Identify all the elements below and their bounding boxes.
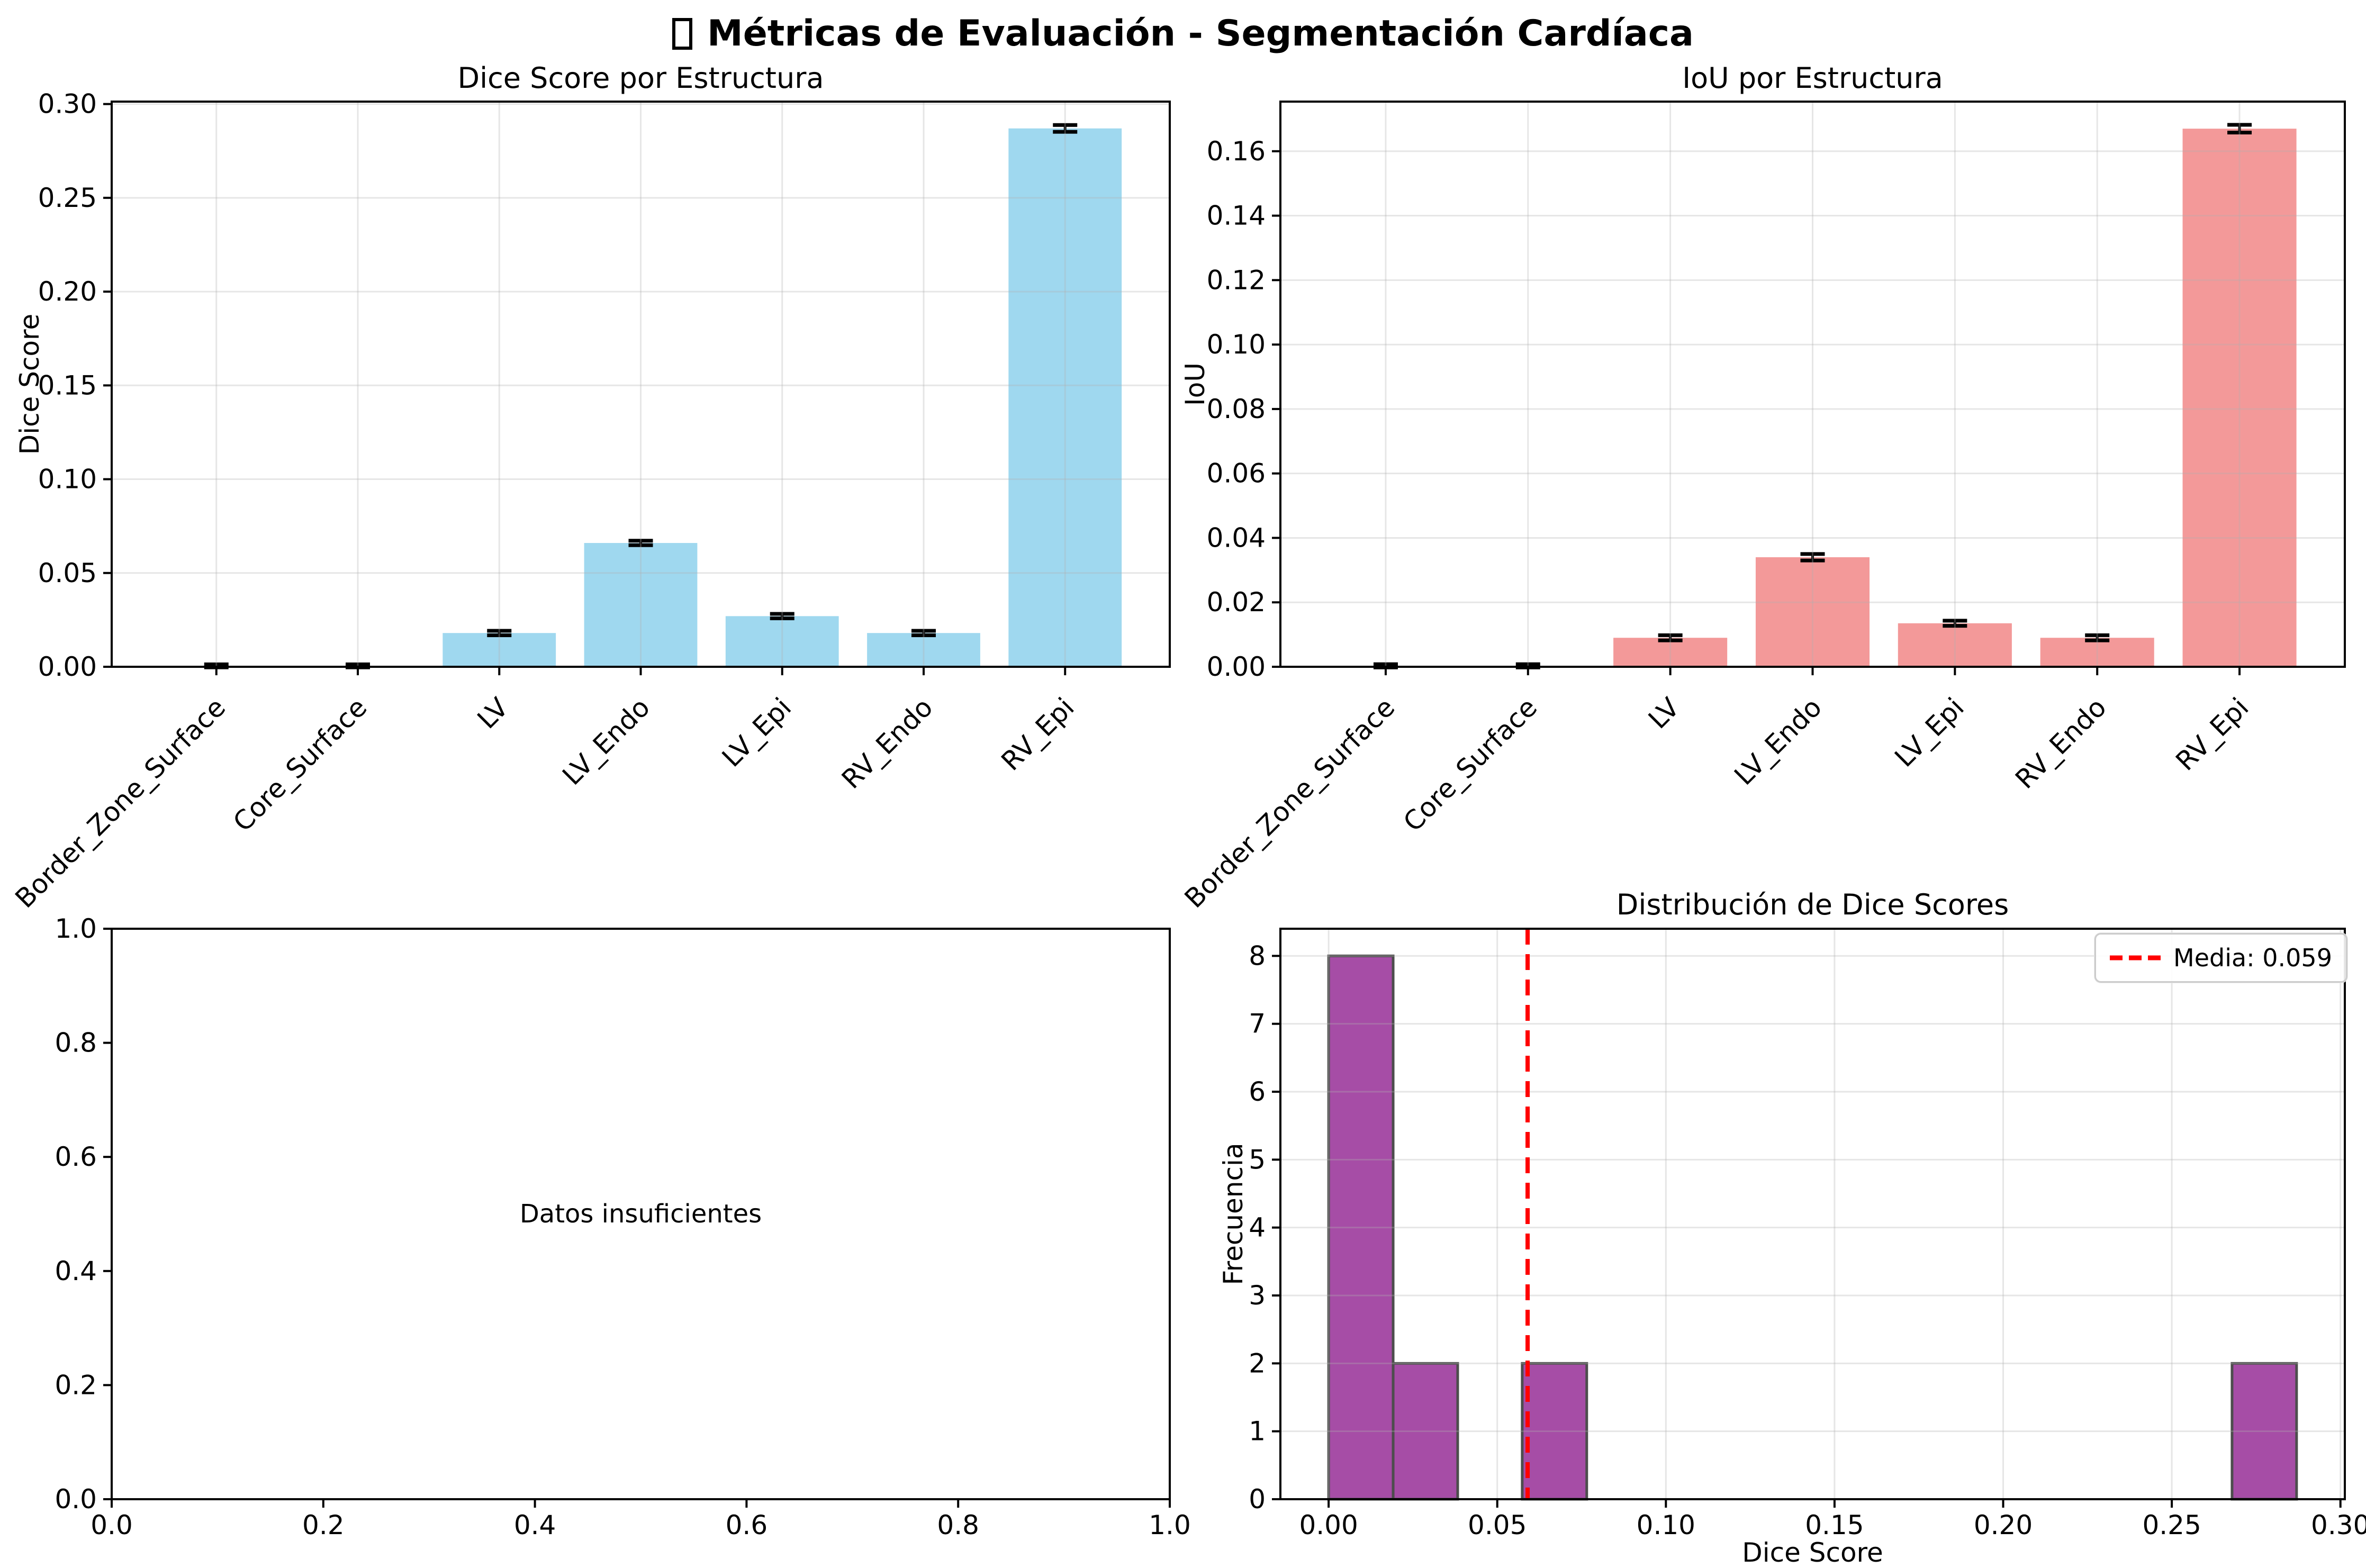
dice-chart-title: Dice Score por Estructura [457,61,824,95]
missing-glyph-icon [672,17,693,50]
iou-bar-LV [1613,638,1728,667]
dice-x-tick-label: Core_Surface [227,692,373,837]
empty-y-tick-label: 0.0 [55,1484,97,1515]
dice-bar-RV_Endo [867,633,980,667]
dice-x-tick-label: RV_Epi [996,692,1080,776]
hist-x-tick-label: 0.05 [1468,1510,1527,1540]
iou-y-tick-label: 0.14 [1207,201,1266,231]
empty-y-tick-label: 0.6 [55,1141,97,1172]
empty-x-tick-label: 0.4 [514,1510,556,1540]
empty-plot-annotation: Datos insuficientes [519,1199,762,1229]
dice-y-tick-label: 0.30 [38,89,97,120]
dice-bar-LV [443,633,556,667]
iou-chart-title: IoU por Estructura [1682,61,1943,95]
iou-y-tick-label: 0.12 [1207,265,1266,295]
hist-x-tick-label: 0.10 [1637,1510,1695,1540]
iou-x-tick-label: LV_Endo [1728,692,1828,791]
figure-title-text: Métricas de Evaluación - Segmentación Ca… [707,13,1694,55]
dice-x-tick-label: RV_Endo [836,692,938,794]
iou-bar-LV_Epi [1898,623,2012,667]
empty-y-tick-label: 1.0 [55,913,97,944]
dice-y-tick-label: 0.20 [38,276,97,307]
hist-x-tick-label: 0.30 [2311,1510,2366,1540]
hist-x-tick-label: 0.20 [1974,1510,2033,1540]
hist-bin-1 [1392,1362,1459,1501]
dice-bar-LV_Epi [725,616,839,667]
iou-y-tick-label: 0.00 [1207,651,1266,682]
hist-bin-0 [1327,954,1395,1501]
hist-y-tick-label: 3 [1249,1280,1266,1311]
iou-y-tick-label: 0.04 [1207,522,1266,553]
empty-x-tick-label: 0.2 [302,1510,345,1540]
hist-y-tick-label: 2 [1249,1348,1266,1379]
hist-x-tick-label: 0.15 [1805,1510,1864,1540]
iou-bar-RV_Epi [2182,129,2297,667]
hist-x-tick-label: 0.25 [2142,1510,2201,1540]
iou-y-tick-label: 0.08 [1207,394,1266,424]
dice-y-tick-label: 0.15 [38,370,97,401]
legend-label: Media: 0.059 [2173,944,2332,972]
iou-y-tick-label: 0.06 [1207,458,1266,489]
hist-xlabel: Dice Score [1742,1537,1883,1568]
iou-y-tick-label: 0.02 [1207,587,1266,618]
empty-axes-spines [111,928,1171,1500]
iou-x-tick-label: LV_Epi [1889,692,1970,773]
empty-y-tick-label: 0.4 [55,1256,97,1286]
iou-x-tick-label: Core_Surface [1397,692,1543,837]
empty-y-tick-label: 0.8 [55,1028,97,1058]
hist-y-tick-label: 8 [1249,940,1266,971]
iou-x-tick-label: LV [1642,692,1685,735]
dice-x-tick-label: Border_Zone_Surface [10,692,232,914]
empty-x-tick-label: 1.0 [1149,1510,1191,1540]
dice-x-tick-label: LV_Epi [716,692,797,773]
hist-y-tick-label: 7 [1249,1009,1266,1039]
hist-y-tick-label: 5 [1249,1144,1266,1175]
dice-y-tick-label: 0.05 [38,558,97,588]
iou-y-tick-label: 0.16 [1207,136,1266,167]
dice-y-tick-label: 0.25 [38,183,97,213]
legend: Media: 0.059 [2094,933,2347,983]
iou-x-tick-label: Border_Zone_Surface [1179,692,1401,914]
iou-bar-RV_Endo [2040,638,2154,667]
iou-x-tick-label: RV_Endo [2009,692,2112,794]
hist-y-tick-label: 0 [1249,1484,1266,1515]
hist-y-tick-label: 4 [1249,1212,1266,1243]
empty-x-tick-label: 0.0 [91,1510,133,1540]
hist-y-tick-label: 1 [1249,1416,1266,1447]
empty-x-tick-label: 0.8 [937,1510,979,1540]
dice-y-tick-label: 0.10 [38,464,97,495]
empty-x-tick-label: 0.6 [726,1510,768,1540]
iou-y-tick-label: 0.10 [1207,329,1266,360]
hist-y-tick-label: 6 [1249,1076,1266,1107]
figure-title: Métricas de Evaluación - Segmentación Ca… [0,13,2366,55]
hist-axes-spines [1279,928,2346,1500]
dice-x-tick-label: LV_Endo [556,692,656,791]
dice-bar-LV_Endo [584,543,698,667]
dice-bar-RV_Epi [1008,128,1122,667]
iou-x-tick-label: RV_Epi [2170,692,2254,776]
empty-y-tick-label: 0.2 [55,1370,97,1400]
dice-y-tick-label: 0.00 [38,651,97,682]
hist-x-tick-label: 0.00 [1299,1510,1358,1540]
legend-dashed-line-icon [2110,955,2161,960]
dice-x-tick-label: LV [472,692,514,735]
hist-chart-title: Distribución de Dice Scores [1616,888,2009,921]
iou-bar-LV_Endo [1755,557,1870,667]
